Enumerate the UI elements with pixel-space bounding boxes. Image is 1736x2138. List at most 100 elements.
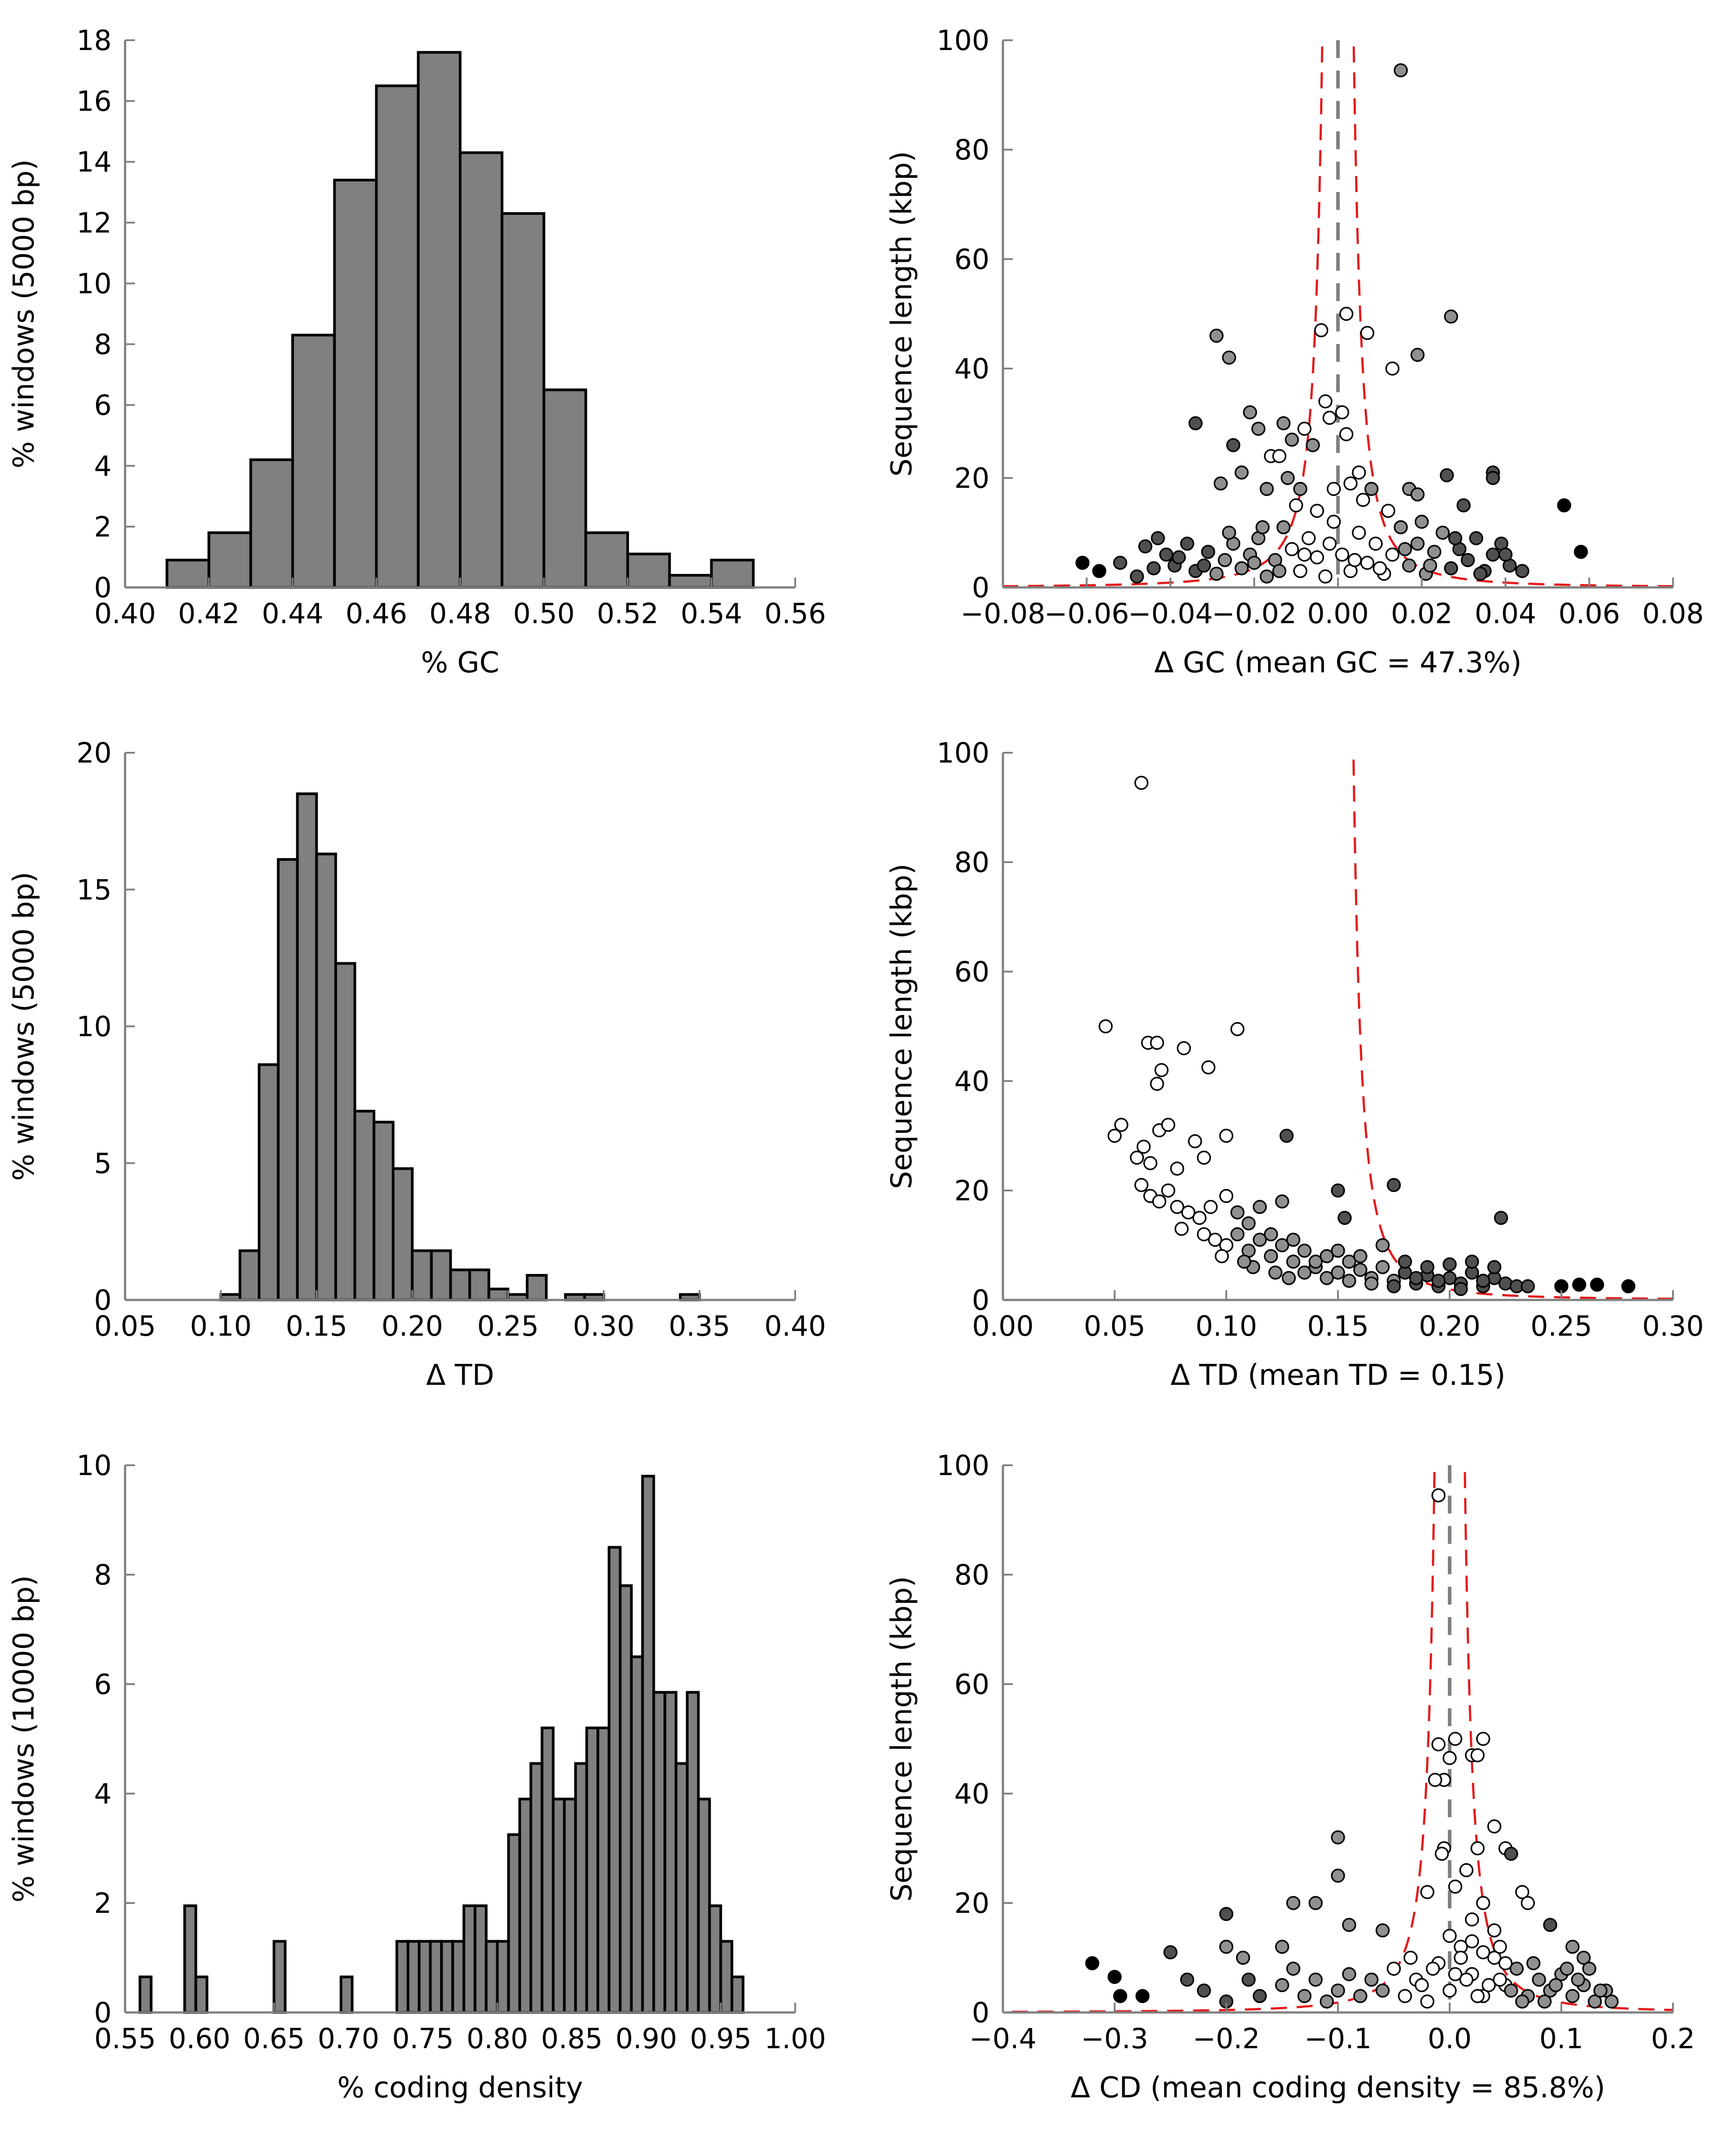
data-point [1286,1254,1300,1269]
y-tick-label: 60 [954,243,990,276]
data-point [1099,1019,1113,1034]
data-point [1268,1266,1283,1280]
data-point [1577,1950,1591,1965]
y-tick-label: 100 [937,737,990,769]
data-point [1470,1841,1485,1856]
data-point [1251,422,1266,436]
data-point [1387,1962,1401,1976]
y-tick-label: 10 [76,1449,112,1482]
data-point [1180,1972,1195,1987]
data-point [1197,1227,1211,1241]
data-point [1170,1161,1184,1176]
bar [619,1584,633,2014]
y-tick-label: 8 [94,1559,112,1591]
bar [451,1940,465,2014]
data-point [1259,482,1274,496]
x-tick-label: 0.00 [1307,597,1369,630]
data-point [1253,1989,1267,2003]
data-point [1209,328,1224,343]
data-point [1197,1150,1211,1165]
data-point [1170,1200,1184,1214]
data-point [1456,498,1471,512]
data-point [1247,556,1262,570]
data-point [1487,1923,1501,1937]
data-point [1107,1128,1122,1143]
y-tick-label: 10 [76,1010,112,1043]
x-tick-label: 0.52 [597,597,658,630]
data-point [1560,1962,1574,1976]
data-point [1203,1200,1218,1214]
bar [183,1904,197,2014]
y-tick-label: 10 [76,267,112,300]
threshold-curve-right [1352,39,1673,587]
data-point [1201,1060,1216,1075]
data-point [1426,1962,1440,1976]
bar [418,1940,432,2014]
bar [474,1904,488,2014]
data-point [1222,350,1236,365]
data-point [1264,1249,1278,1263]
data-point [1353,1989,1367,2003]
data-point [1498,1956,1513,1970]
y-tick-label: 0 [94,1996,112,2029]
data-point [1487,1819,1501,1834]
x-tick-label: 0.2 [1651,2022,1695,2055]
data-point [1448,1879,1463,1894]
data-point [1241,1216,1256,1231]
x-tick-label: 0.75 [392,2022,454,2055]
bar [574,1762,588,2014]
data-point [1234,465,1249,480]
bar [542,388,587,589]
td-scatter-panel: 0.00 0.05 0.10 0.15 0.20 0.25 0.30 0 20 40 60 80 100… [885,737,1704,1392]
data-point [1161,1118,1175,1132]
x-tick-label: −0.2 [1193,2022,1260,2055]
data-point [1213,476,1228,490]
x-tick-label: −0.3 [1081,2022,1149,2055]
y-tick-label: 14 [76,146,112,178]
data-point [1314,323,1329,337]
x-tick-label: 0.25 [477,1310,539,1342]
data-point [1152,1194,1166,1209]
data-point [1318,569,1333,584]
bar [296,792,318,1301]
bar [518,1798,533,2014]
bar [541,1727,555,2014]
data-point [1335,405,1350,419]
data-point [1226,438,1241,453]
data-point [1476,1945,1490,1959]
data-point [1107,1970,1122,1984]
x-tick-label: 0.35 [669,1310,730,1342]
data-point [1293,482,1308,496]
data-point [1465,1912,1479,1927]
data-point [1130,1150,1144,1165]
data-point [1364,1276,1379,1291]
data-point [1219,1128,1233,1143]
y-tick-label: 0 [972,1284,990,1316]
data-point [1515,564,1530,578]
data-point [1331,1830,1345,1845]
bar [697,1798,711,2014]
data-point [1410,348,1425,362]
x-tick-label: 0.65 [243,2022,305,2055]
data-point [1352,525,1366,540]
x-tick-label: 0.08 [1642,597,1704,630]
data-point [1459,1863,1474,1878]
data-point [1440,468,1454,482]
data-point [1180,537,1195,551]
cd-hist-panel: 0.55 0.60 0.65 0.70 0.75 0.80 0.85 0.90 0.95 1.00… [8,1449,826,2104]
data-point [1448,531,1463,545]
data-point [1339,427,1354,441]
y-tick-label: 5 [94,1147,112,1180]
x-tick-label: −0.08 [960,597,1045,630]
data-point [1143,1156,1157,1170]
data-point [1398,542,1412,556]
bar [373,1120,395,1301]
x-tick-label: 0.20 [382,1310,443,1342]
bar [194,1975,209,2014]
data-point [1423,558,1437,573]
data-point [1285,432,1299,447]
x-tick-label: 0.00 [972,1310,1034,1342]
data-point [1571,1972,1585,1987]
bar [584,531,629,589]
data-point [1264,1227,1278,1241]
